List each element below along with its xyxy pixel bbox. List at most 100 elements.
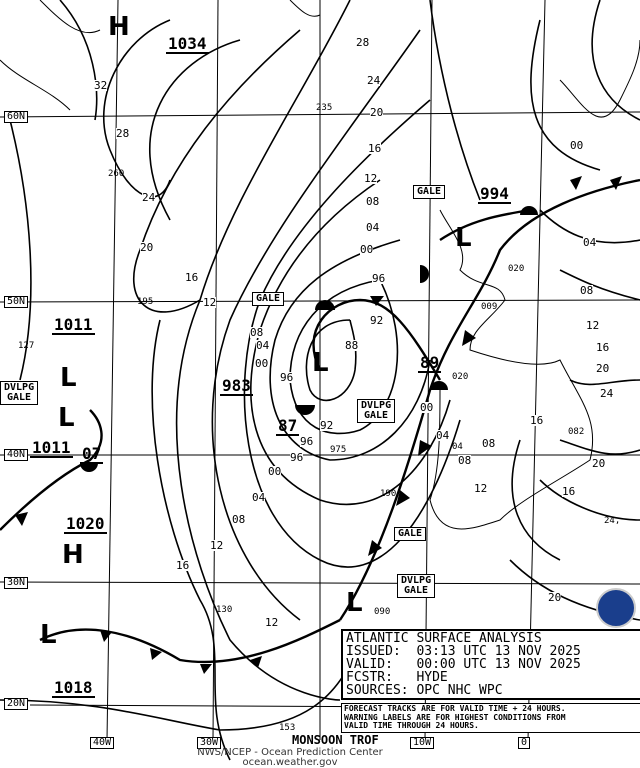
coastlines	[0, 0, 640, 530]
low-center-symbol: L	[58, 403, 75, 433]
note-line: WARNING LABELS ARE FOR HIGHEST CONDITION…	[344, 712, 566, 722]
pressure-value: 983	[220, 376, 253, 396]
isobar-label: 96	[290, 451, 304, 464]
isobar-label: 12	[210, 539, 224, 552]
isobar-label: 20	[596, 362, 610, 375]
pressure-value: 1020	[64, 514, 107, 534]
isobar-label: 04	[436, 429, 450, 442]
station-value: 090	[374, 607, 391, 617]
isobar-label: 96	[372, 272, 386, 285]
lon-label: 30W	[197, 737, 222, 749]
isobar-label: 08	[232, 513, 246, 526]
isobar-label: 20	[592, 457, 606, 470]
lat-label: 30N	[4, 577, 29, 589]
isobar-label: 12	[364, 172, 378, 185]
isobar-label: 24	[142, 191, 156, 204]
isobar-label: 96	[300, 435, 314, 448]
monsoon-trough-label: MONSOON TROF	[292, 733, 379, 747]
pressure-value: 994	[478, 184, 511, 204]
low-center-symbol: L	[346, 588, 363, 618]
lon-line-0	[527, 0, 546, 741]
isobar-label: 00	[420, 401, 434, 414]
station-value: 190	[380, 489, 397, 499]
info-sources: SOURCES: OPC NHC WPC	[346, 683, 503, 698]
station-value: 020	[452, 372, 469, 382]
isobar-label: 20	[548, 591, 562, 604]
isobar-label: 16	[562, 485, 576, 498]
station-value: 020	[508, 264, 525, 274]
isobar-label: 28	[356, 36, 370, 49]
low-center-symbol: L	[40, 620, 57, 650]
info-issued: ISSUED: 03:13 UTC 13 NOV 2025	[346, 644, 581, 659]
station-value: 235	[316, 103, 333, 113]
info-forecaster: FCSTR: HYDE	[346, 670, 448, 685]
station-value: 24,	[604, 516, 621, 526]
isobar-label: 92	[370, 314, 384, 327]
pressure-value: 07	[80, 444, 104, 464]
isobar-label: 28	[116, 127, 130, 140]
warning-label: DVLPG GALE	[357, 399, 396, 423]
front-symbols	[15, 176, 622, 674]
isobar-label: 00	[255, 357, 269, 370]
isobar-label: 88	[345, 339, 359, 352]
low-center-symbol: L	[312, 348, 329, 378]
isobar-label: 24	[600, 387, 614, 400]
pressure-value: 1018	[52, 678, 95, 698]
warning-label: GALE	[252, 292, 285, 306]
station-value: 195	[137, 297, 154, 307]
isobar-label: 32	[94, 79, 108, 92]
isobar-label: 16	[530, 414, 544, 427]
station-value: 127	[18, 341, 35, 351]
isobar-label: 16	[185, 271, 199, 284]
isobar-label: 16	[596, 341, 610, 354]
lat-label: 60N	[4, 111, 29, 123]
warning-label: DVLPG GALE	[397, 574, 436, 598]
isobar-label: 04	[252, 491, 266, 504]
warning-label: GALE	[394, 527, 427, 541]
station-value: 153	[279, 723, 296, 733]
station-value: 975	[330, 445, 347, 455]
isobar-label: 12	[474, 482, 488, 495]
isobar-label: 00	[360, 243, 374, 256]
pressure-value: 1011	[30, 438, 73, 458]
pressure-value: 1011	[52, 315, 95, 335]
station-value: 082	[568, 427, 585, 437]
isobar-label: 92	[320, 419, 334, 432]
info-title: ATLANTIC SURFACE ANALYSIS	[346, 631, 542, 646]
lon-label: 10W	[410, 737, 435, 749]
isobar-label: 20	[370, 106, 384, 119]
station-value: 04	[452, 442, 463, 452]
info-box: ATLANTIC SURFACE ANALYSIS ISSUED: 03:13 …	[341, 629, 640, 700]
isobar-label: 16	[368, 142, 382, 155]
station-value: 009	[481, 302, 498, 312]
isobar-label: 08	[458, 454, 472, 467]
isobar-label: 00	[570, 139, 584, 152]
pressure-value: 1034	[166, 34, 209, 54]
high-center-symbol: H	[62, 540, 84, 570]
isobar-label: 12	[586, 319, 600, 332]
isobar-label: 04	[366, 221, 380, 234]
footer-url: ocean.weather.gov	[242, 757, 338, 768]
low-center-symbol: L	[60, 363, 77, 393]
isobar-label: 16	[176, 559, 190, 572]
footer: NWS/NCEP - Ocean Prediction Center ocean…	[170, 748, 410, 768]
station-value: 130	[216, 605, 233, 615]
lat-label: 20N	[4, 698, 29, 710]
lat-label: 40N	[4, 449, 29, 461]
warning-label: GALE	[413, 185, 446, 199]
lat-label: 50N	[4, 296, 29, 308]
pressure-value: 87	[276, 416, 300, 436]
note-box: FORECAST TRACKS ARE FOR VALID TIME + 24 …	[341, 703, 640, 733]
lon-label: 0	[518, 737, 531, 749]
isobar-label: 20	[140, 241, 154, 254]
lon-line-40w	[106, 0, 119, 741]
info-valid: VALID: 00:00 UTC 13 NOV 2025	[346, 657, 581, 672]
pressure-value: 89	[418, 353, 442, 373]
station-value: 260	[108, 169, 125, 179]
lon-line-30w	[212, 0, 219, 741]
lon-label: 40W	[90, 737, 115, 749]
isobar-label: 00	[268, 465, 282, 478]
